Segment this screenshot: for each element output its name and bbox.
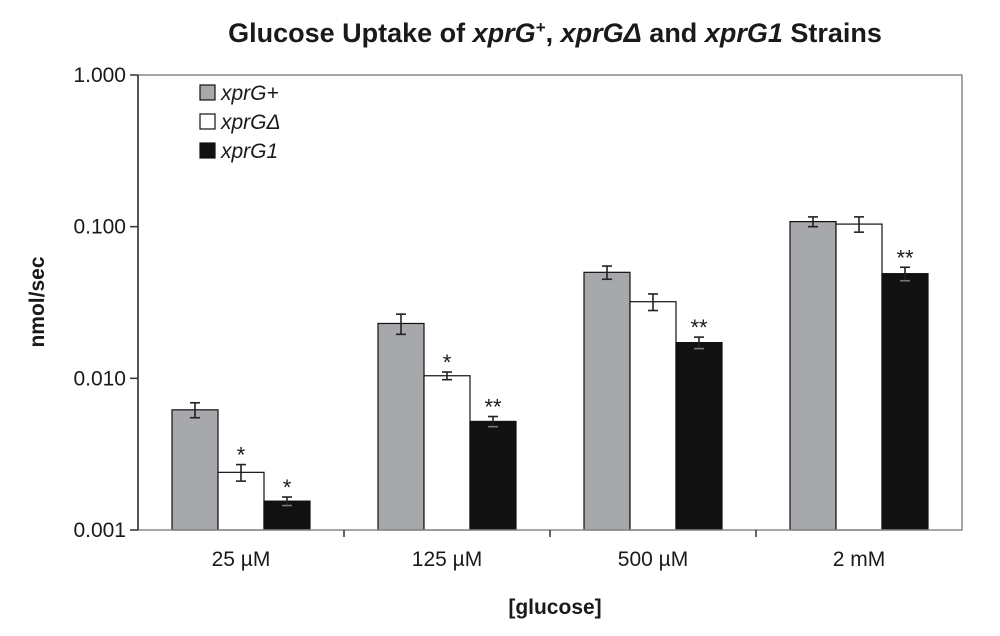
y-tick-label: 0.010 [73, 367, 126, 390]
axes-layer: 0.001 0.010 0.100 1.000 25 µM 125 µM 500 µM 2 m… [73, 64, 963, 571]
legend-label: xprG+ [220, 82, 279, 105]
chart-title-part: xprGΔ [559, 18, 642, 48]
x-tick-label: 500 µM [618, 548, 688, 571]
chart-title-part: xprG1 [703, 18, 783, 48]
legend-label: xprG1 [220, 140, 278, 163]
bar [835, 223, 883, 531]
chart-title: Glucose Uptake of xprG+, xprGΔ and xprG1… [228, 18, 882, 49]
legend-swatch [199, 113, 216, 130]
chart-title-part: Strains [783, 18, 882, 48]
bar [881, 273, 929, 531]
y-tick-label: 0.100 [73, 216, 126, 239]
x-tick-label: 2 mM [833, 548, 886, 571]
bar [171, 409, 219, 531]
x-axis-label: [glucose] [508, 596, 601, 619]
significance-marker: * [283, 475, 292, 500]
significance-marker: * [237, 443, 246, 468]
significance-marker: ** [896, 245, 914, 270]
significance-marker: ** [690, 315, 708, 340]
legend-label: xprGΔ [220, 111, 281, 134]
legend: xprG+ xprGΔ xprG1 [199, 82, 281, 163]
significance-marker: ** [484, 395, 502, 420]
bar [377, 322, 425, 531]
bar [675, 342, 723, 531]
legend-swatch [199, 142, 216, 159]
chart-title-part: xprG [471, 18, 536, 48]
bar [217, 471, 265, 531]
chart-title-part: Glucose Uptake of [228, 18, 473, 48]
chart-title-part: + [536, 18, 546, 37]
bar [789, 220, 837, 531]
x-tick-label: 125 µM [412, 548, 482, 571]
bar [469, 420, 517, 531]
chart-title-part: and [642, 18, 705, 48]
bar [629, 301, 677, 531]
y-tick-label: 1.000 [73, 64, 126, 87]
bar [583, 271, 631, 531]
y-axis-label: nmol/sec [26, 256, 49, 347]
significance-marker: * [443, 350, 452, 375]
x-tick-label: 25 µM [212, 548, 271, 571]
chart-title-part: , [546, 18, 561, 48]
bar [423, 375, 471, 531]
legend-swatch [199, 84, 216, 101]
bars-layer: ********* [171, 216, 929, 531]
y-tick-label: 0.001 [73, 519, 126, 542]
